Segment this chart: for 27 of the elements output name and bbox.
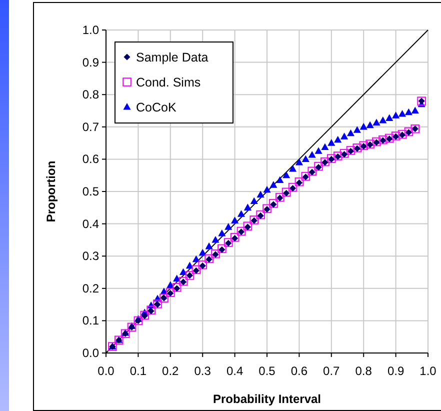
y-tick-label: 0.7 xyxy=(82,120,100,134)
x-tick-label: 0.7 xyxy=(323,364,340,378)
x-axis-title: Probability Interval xyxy=(212,392,322,406)
x-tick-label: 0.8 xyxy=(355,364,372,378)
x-tick-label: 0.5 xyxy=(258,364,276,378)
y-tick-label: 0.8 xyxy=(82,88,100,102)
x-tick-label: 0.4 xyxy=(226,364,244,378)
x-tick-label: 1.0 xyxy=(420,364,437,378)
x-tick-label: 0.1 xyxy=(130,364,147,378)
x-tick-label: 0.2 xyxy=(162,364,180,378)
x-tick-label: 0.3 xyxy=(194,364,212,378)
legend-label: Sample Data xyxy=(136,50,208,64)
y-tick-label: 1.0 xyxy=(82,23,100,37)
y-tick-label: 0.3 xyxy=(82,249,100,264)
x-tick-label: 0.9 xyxy=(387,364,404,378)
legend-label: Cond. Sims xyxy=(136,76,201,90)
y-tick-label: 0.6 xyxy=(82,152,100,166)
y-tick-label: 0.5 xyxy=(82,184,100,198)
y-tick-label: 0.4 xyxy=(82,216,100,231)
y-tick-label: 0.1 xyxy=(82,314,100,328)
y-tick-label: 0.9 xyxy=(82,55,100,70)
x-tick-label: 0.0 xyxy=(98,364,115,378)
x-tick-label: 0.6 xyxy=(290,364,308,378)
legend-label: CoCoK xyxy=(136,100,177,114)
y-tick-label: 0.2 xyxy=(82,281,100,296)
y-tick-label: 0.0 xyxy=(82,346,100,360)
y-axis-title: Proportion xyxy=(44,160,58,222)
